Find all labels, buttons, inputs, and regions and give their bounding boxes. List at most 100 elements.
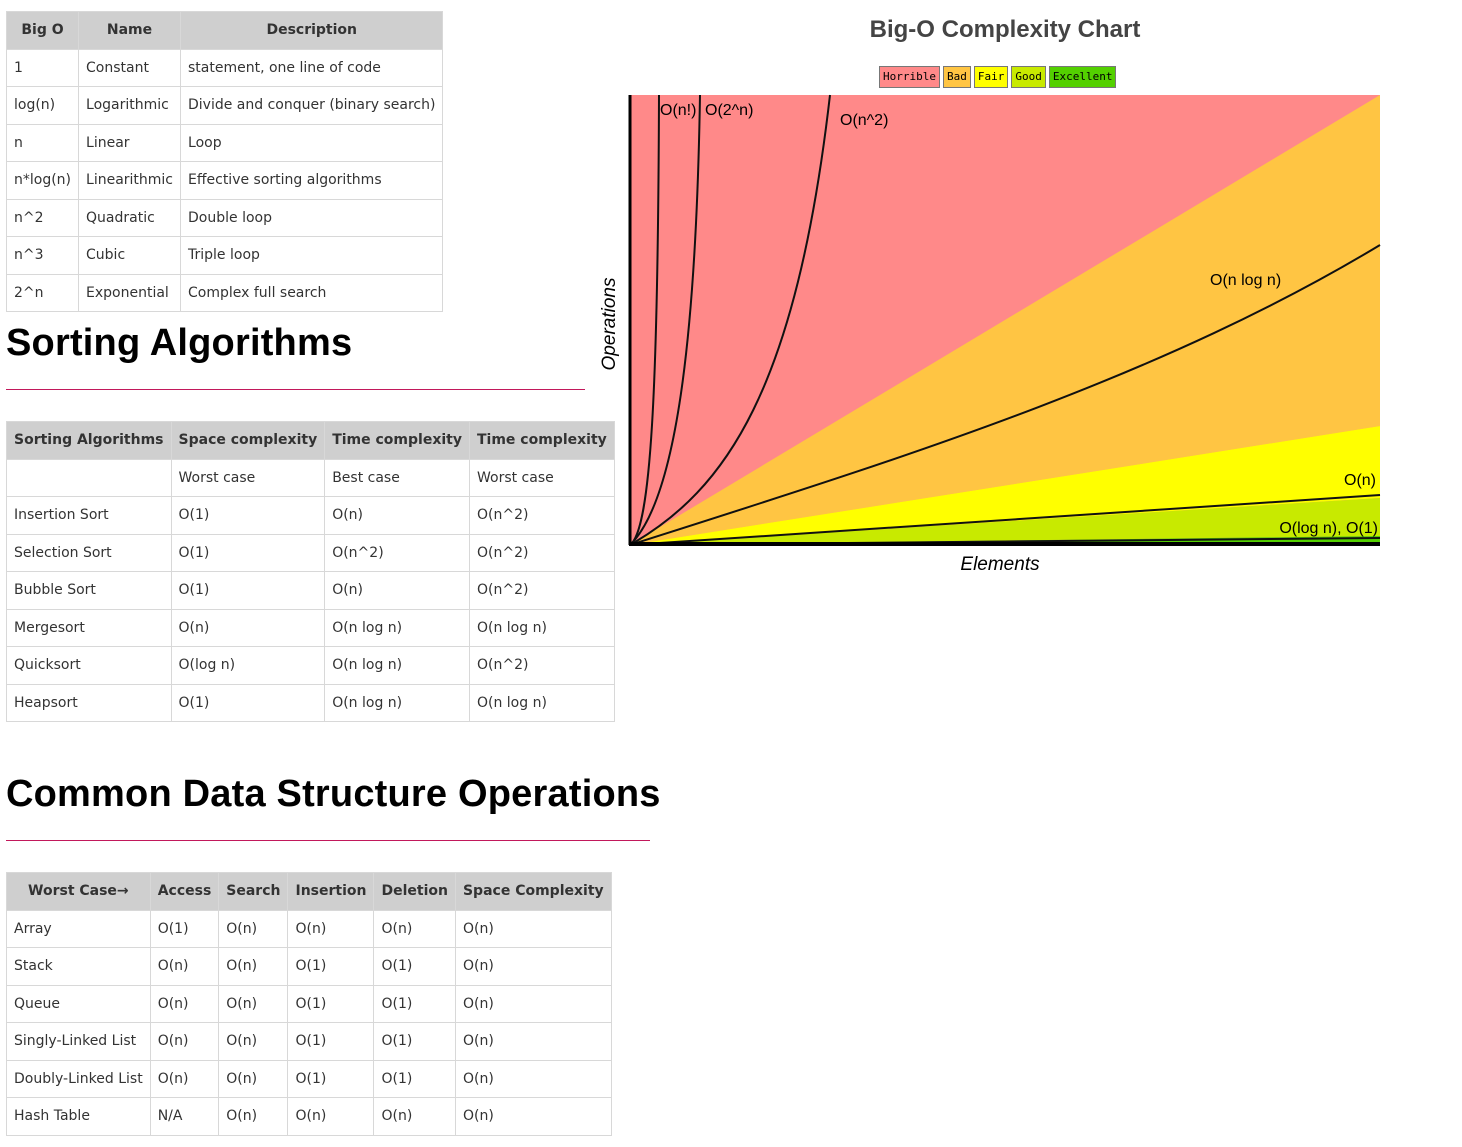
table-cell: Divide and conquer (binary search): [180, 86, 444, 125]
table-cell: O(log n): [170, 646, 326, 685]
table-cell: O(n^2): [324, 533, 470, 572]
table-cell: O(1): [287, 1022, 375, 1061]
table-cell: O(1): [287, 1059, 375, 1098]
table-cell: Stack: [6, 947, 151, 986]
table-cell: O(n^2): [468, 496, 615, 535]
table-cell: O(1): [170, 496, 326, 535]
table-cell: n^3: [5, 236, 80, 275]
table-cell: statement, one line of code: [180, 48, 444, 87]
table-cell: O(n): [454, 947, 612, 986]
series-label: O(log n), O(1): [1279, 520, 1378, 537]
table-row: 2^n Exponential Complex full search: [5, 273, 444, 312]
table-cell: Hash Table: [6, 1097, 151, 1136]
table-header-row: Sorting Algorithms Space complexity Time…: [6, 421, 615, 460]
series-label: O(n!): [660, 102, 696, 119]
table-cell: O(1): [287, 947, 375, 986]
table-row: n*log(n) Linearithmic Effective sorting al…: [5, 161, 444, 200]
sorting-algorithms-heading: Sorting Algorithms: [6, 322, 353, 364]
table-cell: O(n): [454, 1059, 612, 1098]
table-cell: n: [5, 123, 80, 162]
table-cell: O(n): [149, 1022, 220, 1061]
table-cell: O(n): [218, 909, 289, 948]
chart-region: [630, 426, 1380, 545]
table-cell: Cubic: [78, 236, 182, 275]
table-header-cell: Worst Case→: [6, 872, 151, 911]
table-row: Quicksort O(log n) O(n log n) O(n^2): [6, 646, 615, 685]
table-cell: O(n): [454, 1097, 612, 1136]
table-cell: Queue: [6, 984, 151, 1023]
table-cell: Quicksort: [6, 646, 172, 685]
table-row: Bubble Sort O(1) O(n) O(n^2): [6, 571, 615, 610]
table-cell: O(1): [373, 984, 456, 1023]
table-row: n^3 Cubic Triple loop: [5, 236, 444, 275]
table-cell: O(n): [287, 1097, 375, 1136]
table-cell: Doubly-Linked List: [6, 1059, 151, 1098]
table-header-cell: Time complexity: [324, 421, 470, 460]
series-label: O(n): [1344, 472, 1376, 489]
table-cell: O(1): [373, 1059, 456, 1098]
table-row: n Linear Loop: [5, 123, 444, 162]
table-cell: Bubble Sort: [6, 571, 172, 610]
table-cell: O(n log n): [468, 608, 615, 647]
table-row: Queue O(n) O(n) O(1) O(1) O(n): [6, 984, 612, 1023]
data-structure-operations-table: Worst Case→ Access Search Insertion Dele…: [6, 872, 612, 1136]
series-line: [629, 494, 1381, 546]
table-cell: Effective sorting algorithms: [180, 161, 444, 200]
series-label: O(n log n): [1210, 272, 1281, 289]
table-cell: log(n): [5, 86, 80, 125]
table-cell: Quadratic: [78, 198, 182, 237]
table-cell: [6, 458, 172, 497]
table-cell: Singly-Linked List: [6, 1022, 151, 1061]
y-axis-label: Operations: [599, 277, 620, 370]
table-header-cell: Description: [180, 11, 444, 50]
table-row: Mergesort O(n) O(n log n) O(n log n): [6, 608, 615, 647]
table-header-cell: Big O: [5, 11, 80, 50]
table-cell: O(n log n): [324, 683, 470, 722]
table-cell: O(n log n): [468, 683, 615, 722]
table-cell: Selection Sort: [6, 533, 172, 572]
table-cell: Logarithmic: [78, 86, 182, 125]
table-cell: O(n): [454, 909, 612, 948]
table-cell: O(n): [149, 984, 220, 1023]
table-cell: Complex full search: [180, 273, 444, 312]
legend-item-good: Good: [1011, 66, 1046, 88]
table-cell: O(1): [170, 571, 326, 610]
table-header-cell: Access: [149, 872, 220, 911]
table-row: n^2 Quadratic Double loop: [5, 198, 444, 237]
series-label: O(2^n): [705, 102, 753, 119]
table-header-cell: Sorting Algorithms: [6, 421, 172, 460]
ds-table-body: Array O(1) O(n) O(n) O(n) O(n) Stack O(n) O(n) O(…: [6, 909, 612, 1136]
table-row: Heapsort O(1) O(n log n) O(n log n): [6, 683, 615, 722]
table-cell: Linear: [78, 123, 182, 162]
table-cell: O(n): [218, 984, 289, 1023]
table-cell: O(n^2): [468, 646, 615, 685]
table-cell: Best case: [324, 458, 470, 497]
table-row: Hash Table N/A O(n) O(n) O(n) O(n): [6, 1097, 612, 1136]
chart-region: [630, 95, 1380, 545]
chart-title: Big-O Complexity Chart: [869, 16, 1141, 43]
table-cell: O(n): [287, 909, 375, 948]
series-line: [629, 94, 701, 546]
table-cell: O(n): [218, 1097, 289, 1136]
table-cell: O(1): [287, 984, 375, 1023]
table-cell: Worst case: [468, 458, 615, 497]
table-cell: Linearithmic: [78, 161, 182, 200]
table-cell: O(n log n): [324, 608, 470, 647]
table-cell: Worst case: [170, 458, 326, 497]
table-cell: O(n): [373, 909, 456, 948]
big-o-table-body: 1 Constant statement, one line of code log(…: [5, 48, 444, 312]
x-axis-label: Elements: [960, 554, 1040, 575]
table-cell: O(n log n): [324, 646, 470, 685]
table-row: Stack O(n) O(n) O(1) O(1) O(n): [6, 947, 612, 986]
legend-item-fair: Fair: [973, 66, 1009, 88]
table-row: Array O(1) O(n) O(n) O(n) O(n): [6, 909, 612, 948]
sorting-algorithms-table: Sorting Algorithms Space complexity Time…: [6, 421, 615, 722]
table-header-row: Big O Name Description: [5, 11, 444, 50]
table-row: Selection Sort O(1) O(n^2) O(n^2): [6, 533, 615, 572]
table-cell: O(n): [149, 1059, 220, 1098]
table-cell: Loop: [180, 123, 444, 162]
table-cell: 1: [5, 48, 80, 87]
table-cell: Triple loop: [180, 236, 444, 275]
table-cell: O(n): [218, 1022, 289, 1061]
big-o-table: Big O Name Description 1 Constant statemen…: [5, 11, 444, 312]
